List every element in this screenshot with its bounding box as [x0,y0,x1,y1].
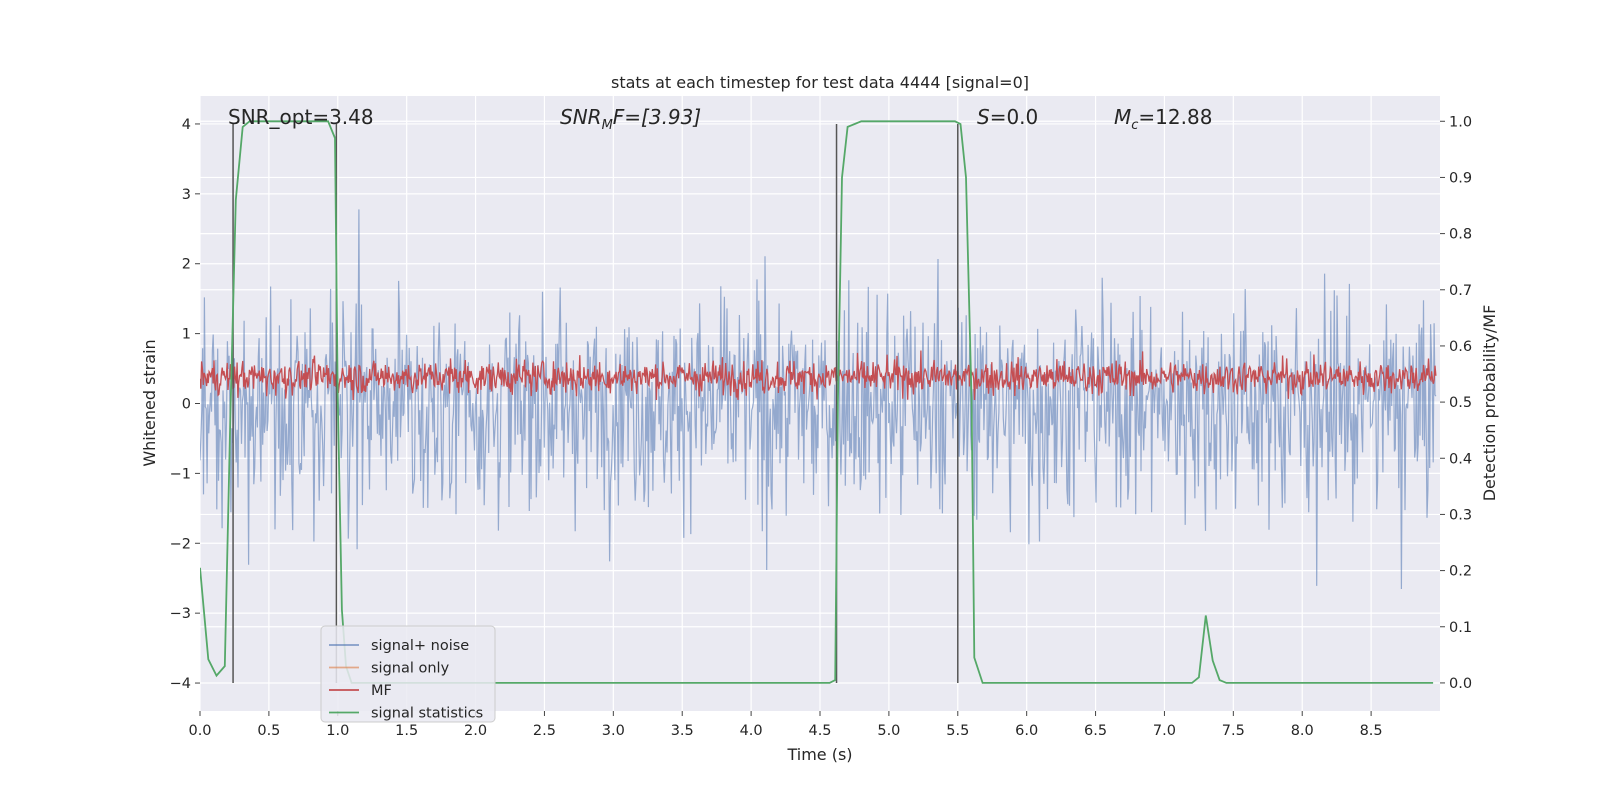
x-tick-label: 0.5 [257,723,280,739]
y-right-tick-label: 1.0 [1449,114,1472,130]
legend-label: signal only [371,661,450,677]
annotation-s-rest: =0.0 [990,105,1039,129]
y-right-axis-label: Detection probability/MF [1480,305,1499,502]
annotation-s-var: S [977,105,990,129]
legend-label: MF [371,683,392,699]
x-tick-label: 5.0 [877,723,900,739]
x-tick-label: 2.5 [533,723,556,739]
x-tick-label: 0.0 [188,723,211,739]
x-tick-label: 4.5 [808,723,831,739]
x-tick-label: 3.5 [671,723,694,739]
legend-box [320,625,496,723]
legend-label: signal+ noise [371,638,469,654]
series-mf-line [200,350,1437,401]
x-axis-ticks: 0.0 0.5 1.0 1.5 2.0 2.5 3.0 3.5 4.0 4.5 5.0 5.5 6.0 6… [188,711,1383,739]
x-tick-label: 5.5 [946,723,969,739]
y-right-tick-label: 0.1 [1449,620,1472,636]
annotation-mc: Mc=12.88 [1114,105,1212,133]
y-tick-label: −1 [170,466,191,482]
x-tick-label: 2.0 [464,723,487,739]
y-right-tick-label: 0.0 [1449,676,1472,692]
y-axis-ticks: 4 3 2 1 0 −1 −2 −3 −4 [170,117,200,692]
legend-items: signal+ noise signal only MF signal statist… [329,638,483,722]
y-tick-label: 4 [182,117,191,133]
y-right-tick-label: 0.9 [1449,170,1472,186]
y-right-tick-label: 0.2 [1449,564,1472,580]
y-tick-label: 1 [182,327,191,343]
legend-label: signal statistics [371,706,483,722]
y-tick-label: 3 [182,187,191,203]
y-right-tick-label: 0.7 [1449,283,1472,299]
annotation-snr-mf-sub: M [602,118,613,133]
y-right-tick-label: 0.6 [1449,339,1472,355]
y-right-axis-ticks: 1.0 0.9 0.8 0.7 0.6 0.5 0.4 0.3 0.2 0.1 0.0 [1440,114,1472,692]
stat-layer [200,120,1434,684]
annotation-s: S=0.0 [977,105,1038,129]
y-tick-label: −2 [170,536,191,552]
y-tick-label: 2 [182,257,191,273]
x-tick-label: 6.5 [1084,723,1107,739]
annotation-snr-opt: SNR_opt=3.48 [228,105,374,129]
annotation-snr-mf: SNRMF=[3.93] [560,105,701,133]
series-signal-statistics-line [200,120,1434,684]
y-right-tick-label: 0.4 [1449,451,1472,467]
annotation-snr-mf-rest: F=[3.93] [613,105,701,129]
x-tick-label: 1.5 [395,723,418,739]
y-right-tick-label: 0.3 [1449,507,1472,523]
series-signal-noise-line [200,209,1437,590]
x-tick-label: 1.0 [326,723,349,739]
x-tick-label: 7.0 [1153,723,1176,739]
grid [199,96,1440,711]
y-right-tick-label: 0.8 [1449,227,1472,243]
y-axis-label: Whitened strain [140,339,159,466]
x-tick-label: 3.0 [602,723,625,739]
y-tick-label: 0 [182,397,191,413]
x-tick-label: 4.0 [740,723,763,739]
x-axis-label: Time (s) [786,745,852,764]
annotation-mc-rest: =12.88 [1138,105,1212,129]
annotation-snr-mf-var: SNR [560,105,602,129]
y-tick-label: −4 [170,676,191,692]
x-tick-label: 8.0 [1291,723,1314,739]
series-layer [200,209,1437,590]
x-tick-label: 7.5 [1222,723,1245,739]
x-tick-label: 8.5 [1360,723,1383,739]
y-tick-label: −3 [170,606,191,622]
x-tick-label: 6.0 [1015,723,1038,739]
annotation-mc-sub: c [1131,118,1138,133]
chart-title: stats at each timestep for test data 444… [611,73,1029,92]
legend: signal+ noise signal only MF signal statist… [320,625,496,723]
y-right-tick-label: 0.5 [1449,395,1472,411]
annotation-mc-var: M [1114,105,1131,129]
